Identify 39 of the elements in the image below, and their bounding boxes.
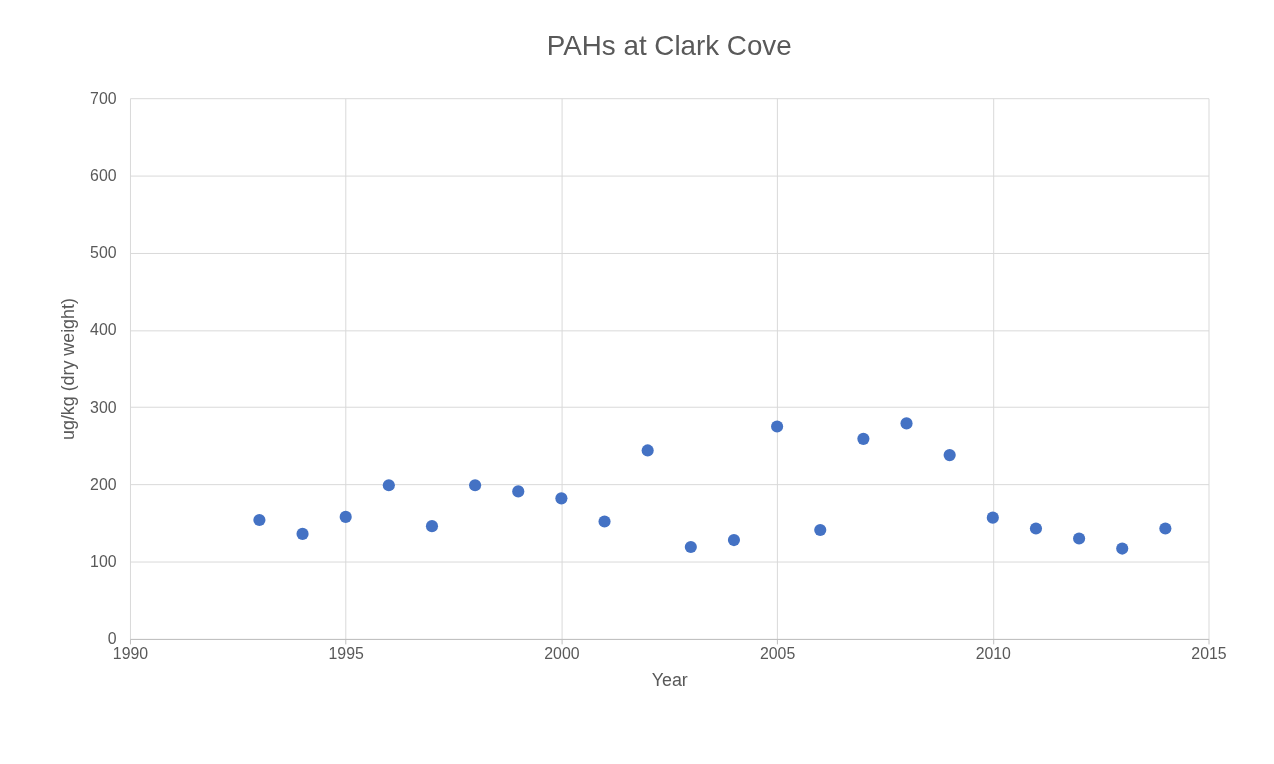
y-tick-label: 500: [90, 244, 117, 262]
y-tick-label: 300: [90, 398, 117, 416]
point: [425, 520, 439, 533]
x-tick-label: 1995: [328, 645, 364, 663]
x-tick-label: 2000: [544, 645, 580, 663]
point: [943, 449, 956, 462]
point: [469, 479, 482, 492]
point: [771, 420, 784, 433]
point: [1029, 522, 1043, 535]
point: [684, 540, 697, 554]
point: [253, 513, 266, 527]
y-tick-label: 200: [90, 475, 117, 493]
point: [296, 527, 309, 540]
point: [555, 492, 568, 505]
x-tick-label: 2005: [759, 645, 796, 663]
point: [814, 523, 827, 537]
point: [900, 417, 913, 430]
x-tick-label: 1990: [112, 645, 149, 663]
point: [339, 510, 352, 523]
point: [382, 479, 395, 492]
y-tick-label: 600: [90, 166, 117, 184]
chart-title: PAHs at Clark Cove: [546, 29, 792, 61]
point: [986, 511, 999, 524]
y-tick-label: 100: [90, 553, 117, 571]
point: [641, 444, 654, 457]
point: [1073, 532, 1086, 545]
point: [1159, 522, 1172, 535]
point: [727, 533, 741, 547]
point: [857, 432, 870, 445]
y-tick-label: 400: [90, 321, 117, 339]
x-tick-label: 2015: [1191, 645, 1227, 663]
y-tick-label: 0: [107, 630, 117, 648]
x-tick-label: 2010: [975, 645, 1012, 663]
x-axis-title: Year: [651, 670, 688, 691]
y-axis-title: ug/kg (dry weight): [58, 298, 79, 440]
point: [598, 515, 611, 528]
point: [1116, 542, 1129, 555]
point: [512, 485, 525, 498]
y-tick-label: 700: [90, 89, 117, 107]
